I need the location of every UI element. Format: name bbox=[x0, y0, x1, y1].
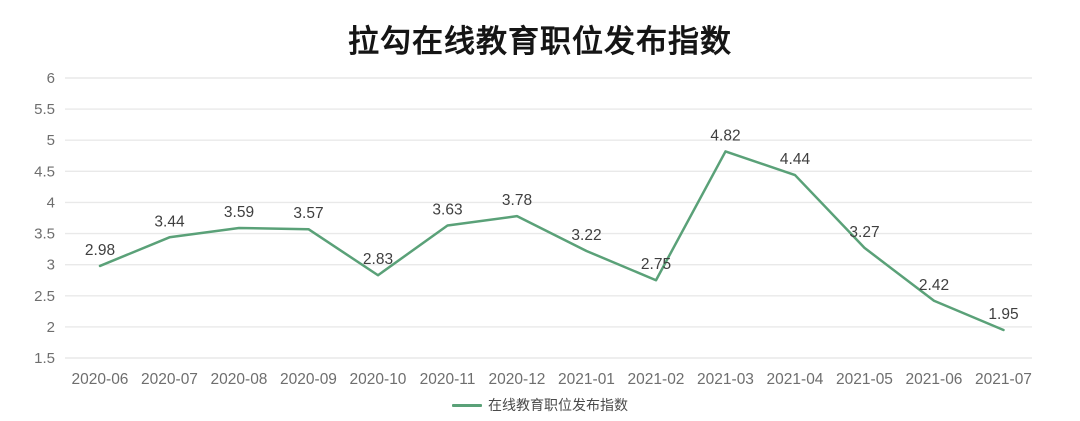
x-tick-label: 2021-05 bbox=[836, 371, 893, 388]
x-tick-label: 2020-06 bbox=[72, 371, 129, 388]
data-point-label: 3.27 bbox=[849, 224, 879, 241]
y-tick-label: 6 bbox=[47, 70, 55, 87]
data-point-label: 2.98 bbox=[85, 242, 115, 259]
legend-label: 在线教育职位发布指数 bbox=[488, 397, 628, 413]
y-tick-label: 1.5 bbox=[34, 350, 55, 367]
series-line bbox=[98, 150, 1005, 332]
y-tick-label: 3.5 bbox=[34, 226, 55, 243]
x-tick-label: 2021-07 bbox=[975, 371, 1032, 388]
legend-item[interactable]: 在线教育职位发布指数 bbox=[0, 395, 1080, 415]
chart-title: 拉勾在线教育职位发布指数 bbox=[348, 24, 732, 59]
x-tick-label: 2021-06 bbox=[906, 371, 963, 388]
data-point-label: 4.82 bbox=[710, 127, 740, 144]
data-point-label: 1.95 bbox=[988, 306, 1018, 323]
x-tick-label: 2020-11 bbox=[420, 371, 476, 388]
data-point-label: 2.75 bbox=[641, 256, 671, 273]
x-tick-label: 2020-10 bbox=[350, 371, 407, 388]
x-tick-label: 2020-12 bbox=[489, 371, 546, 388]
data-point-label: 3.78 bbox=[502, 192, 532, 209]
data-point-label: 2.42 bbox=[919, 277, 949, 294]
data-point-label: 3.22 bbox=[571, 227, 601, 244]
x-tick-label: 2021-01 bbox=[558, 371, 615, 388]
y-tick-label: 4 bbox=[47, 194, 55, 211]
y-tick-label: 2 bbox=[47, 319, 55, 336]
data-point-label: 2.83 bbox=[363, 251, 393, 268]
x-tick-label: 2021-03 bbox=[697, 371, 754, 388]
x-tick-label: 2020-07 bbox=[141, 371, 198, 388]
x-tick-label: 2020-09 bbox=[280, 371, 337, 388]
y-tick-label: 2.5 bbox=[34, 288, 55, 305]
data-point-label: 3.44 bbox=[154, 213, 185, 230]
y-tick-label: 3 bbox=[47, 257, 55, 274]
y-tick-label: 4.5 bbox=[34, 163, 55, 180]
data-point-label: 3.59 bbox=[224, 204, 254, 221]
data-point-label: 3.63 bbox=[432, 201, 462, 218]
x-tick-label: 2020-08 bbox=[211, 371, 268, 388]
data-point-label: 4.44 bbox=[780, 151, 811, 168]
x-tick-label: 2021-04 bbox=[767, 371, 824, 388]
legend-line-swatch bbox=[452, 403, 482, 407]
x-tick-label: 2021-02 bbox=[628, 371, 685, 388]
y-tick-label: 5 bbox=[47, 132, 55, 149]
y-tick-label: 5.5 bbox=[34, 101, 55, 118]
data-point-label: 3.57 bbox=[293, 205, 323, 222]
